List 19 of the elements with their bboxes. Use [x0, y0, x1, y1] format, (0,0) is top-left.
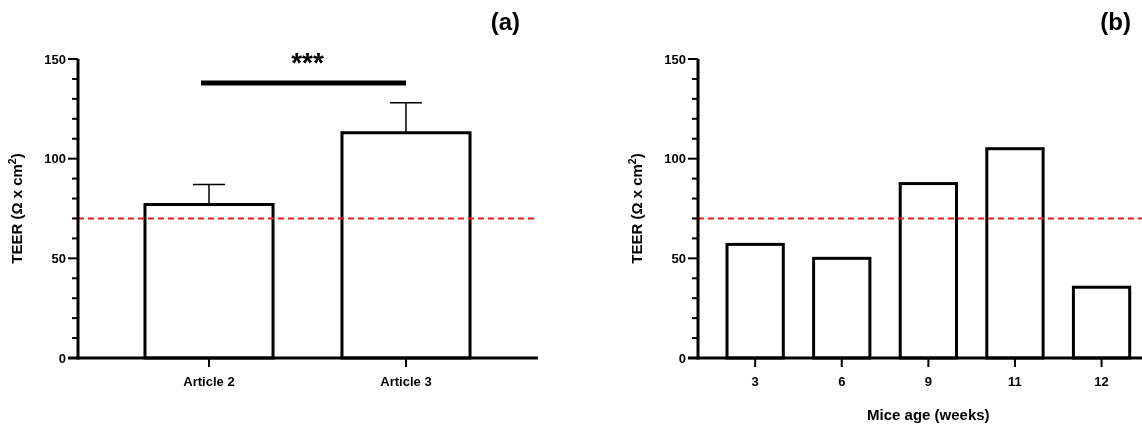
x-tick-label: 3: [751, 374, 759, 389]
x-axis-title: Mice age (weeks): [867, 406, 990, 423]
chart-title: (a): [490, 8, 520, 35]
x-tick-label: Article 2: [183, 374, 235, 389]
y-tick-label: 50: [51, 250, 66, 266]
chart-title: (b): [1100, 8, 1131, 35]
x-tick-label: 12: [1094, 374, 1109, 389]
annotation: ***: [291, 47, 324, 78]
y-tick-label: 100: [664, 151, 686, 167]
x-tick-label: 9: [924, 374, 932, 389]
y-tick-label: 0: [678, 350, 686, 366]
x-tick-label: Article 3: [380, 374, 432, 389]
y-tick-label: 100: [44, 151, 66, 167]
y-tick-label: 150: [44, 51, 66, 67]
y-tick-label: 150: [664, 51, 686, 67]
y-tick-label: 0: [58, 350, 66, 366]
x-tick-label: 11: [1008, 374, 1022, 389]
y-tick-label: 50: [671, 250, 686, 266]
x-tick-label: 6: [838, 374, 846, 389]
